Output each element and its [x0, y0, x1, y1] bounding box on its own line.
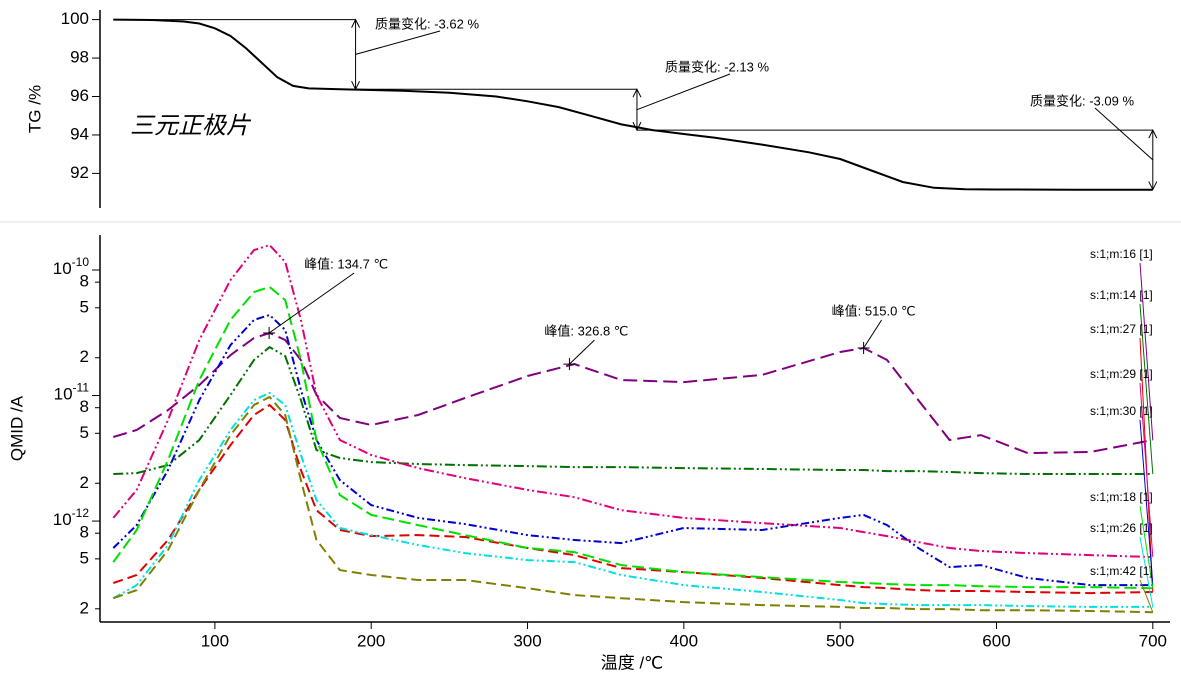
- peak-label: 峰值: 326.8 ℃: [544, 324, 628, 339]
- legend-label: s:1;m:16 [1]: [1090, 247, 1153, 261]
- y-tick-label: 8: [80, 523, 89, 542]
- series-line: [112, 391, 1153, 608]
- y-tick-label: 100: [61, 9, 89, 28]
- series-line: [112, 313, 1153, 587]
- x-tick-label: 100: [201, 631, 229, 650]
- y-axis-label: TG /%: [25, 85, 44, 133]
- leader-line: [636, 73, 731, 111]
- x-tick-label: 500: [826, 631, 854, 650]
- y-tick-label: 8: [80, 397, 89, 416]
- y-tick-label: 96: [70, 86, 89, 105]
- step-label: 质量变化: -2.13 %: [665, 59, 769, 74]
- legend-label: s:1;m:42 [1]: [1090, 564, 1153, 578]
- x-axis-label: 温度 /℃: [601, 653, 664, 672]
- y-tick-label: 2: [80, 347, 89, 366]
- series-line: [112, 243, 1153, 559]
- legend-leader: [1139, 382, 1154, 558]
- step-label: 质量变化: -3.62 %: [375, 16, 479, 31]
- leader-line: [268, 272, 355, 334]
- peak-label: 峰值: 134.7 ℃: [304, 256, 388, 271]
- series-line: [112, 403, 1153, 595]
- x-tick-label: 400: [670, 631, 698, 650]
- legend-label: s:1;m:27 [1]: [1090, 322, 1153, 336]
- y-axis-label: QMID /A: [7, 395, 26, 461]
- y-tick-label: 8: [80, 272, 89, 291]
- y-tick-label: 92: [70, 163, 89, 182]
- series-line: [113, 331, 1153, 455]
- x-tick-label: 600: [982, 631, 1010, 650]
- legend-label: s:1;m:30 [1]: [1090, 404, 1153, 418]
- legend-leader: [1139, 536, 1154, 608]
- peak-label: 峰值: 515.0 ℃: [832, 303, 916, 318]
- leader-line: [355, 30, 441, 55]
- x-tick-label: 700: [1139, 631, 1167, 650]
- legend-label: s:1;m:14 [1]: [1090, 288, 1153, 302]
- y-tick-label: 5: [80, 297, 89, 316]
- y-tick-label: 5: [80, 423, 89, 442]
- leader-line: [1094, 107, 1154, 161]
- legend-label: s:1;m:29 [1]: [1090, 367, 1153, 381]
- peak-marker: [563, 358, 576, 371]
- x-tick-label: 200: [357, 631, 385, 650]
- legend-leader: [1139, 419, 1154, 586]
- y-tick-label: 98: [70, 48, 89, 67]
- series-line: [113, 18, 1153, 191]
- leader-line: [569, 339, 595, 365]
- legend-label: s:1;m:26 [1]: [1090, 521, 1153, 535]
- series-line: [113, 345, 1153, 475]
- y-tick-label: 5: [80, 548, 89, 567]
- y-tick-label: 94: [70, 124, 89, 143]
- y-tick-label: 10-10: [53, 255, 90, 278]
- y-tick-label: 10-12: [53, 506, 90, 529]
- step-label: 质量变化: -3.09 %: [1030, 93, 1134, 108]
- annotation: 三元正极片: [130, 113, 252, 140]
- leader-line: [863, 319, 883, 349]
- legend-leader: [1139, 262, 1154, 441]
- legend-leader: [1139, 303, 1154, 475]
- series-line: [112, 395, 1153, 614]
- y-tick-label: 2: [80, 473, 89, 492]
- y-tick-label: 2: [80, 598, 89, 617]
- legend-label: s:1;m:18 [1]: [1090, 490, 1153, 504]
- legend-leader: [1139, 505, 1154, 589]
- y-tick-label: 10-11: [54, 381, 90, 404]
- legend-leader: [1139, 579, 1154, 613]
- x-tick-label: 300: [513, 631, 541, 650]
- arrow-head: [1148, 129, 1158, 191]
